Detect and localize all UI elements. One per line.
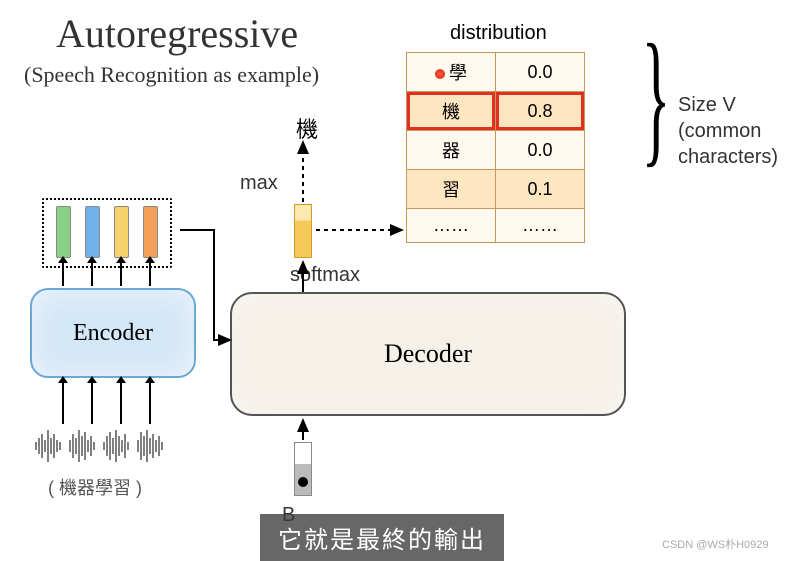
- encoder-to-bars-arrows: [62, 262, 151, 286]
- watermark-text: CSDN @WS朴H0929: [662, 536, 769, 552]
- table-cell-prob: 0.0: [496, 131, 585, 170]
- encoder-output-bar: [85, 206, 100, 258]
- encoder-output-bar: [114, 206, 129, 258]
- encoder-output-bar: [56, 206, 71, 258]
- table-row: 器0.0: [407, 131, 585, 170]
- table-row: 習0.1: [407, 170, 585, 209]
- brace-icon: }: [642, 22, 671, 172]
- table-cell-prob: 0.1: [496, 170, 585, 209]
- table-row: …………: [407, 209, 585, 243]
- audio-caption: ( 機器學習 ): [48, 474, 142, 500]
- waveform-icon: [34, 428, 64, 464]
- table-caption: distribution: [450, 22, 547, 45]
- subtitle-caption-bar: 它就是最終的輸出: [260, 514, 504, 561]
- decoder-label: Decoder: [384, 339, 472, 369]
- table-row: 機0.8: [407, 92, 585, 131]
- table-cell-prob: 0.8: [496, 92, 585, 131]
- audio-to-encoder-arrows: [62, 382, 151, 424]
- table-cell-char: 習: [407, 170, 496, 209]
- table-row: 學0.0: [407, 53, 585, 92]
- encoder-box: Encoder: [30, 288, 196, 378]
- distribution-table: 學0.0機0.8器0.0習0.1…………: [406, 52, 585, 243]
- table-cell-char: 機: [407, 92, 496, 131]
- waveform-icon: [136, 428, 166, 464]
- page-subtitle: (Speech Recognition as example): [24, 62, 319, 88]
- table-cell-char: ……: [407, 209, 496, 243]
- audio-input-row: [34, 428, 166, 464]
- waveform-icon: [102, 428, 132, 464]
- table-cell-prob: 0.0: [496, 53, 585, 92]
- bos-vector: [294, 442, 312, 496]
- sizev-label: Size V (common characters): [678, 92, 778, 170]
- max-label: max: [240, 172, 278, 195]
- softmax-vector: [294, 204, 312, 258]
- decoder-output-char: 機: [296, 112, 318, 144]
- waveform-icon: [68, 428, 98, 464]
- table-cell-char: 器: [407, 131, 496, 170]
- table-cell-char: 學: [407, 53, 496, 92]
- encoder-label: Encoder: [73, 320, 153, 347]
- page-title: Autoregressive: [56, 10, 298, 57]
- encoder-output-bar: [143, 206, 158, 258]
- cursor-dot-icon: [435, 69, 445, 79]
- table-cell-prob: ……: [496, 209, 585, 243]
- softmax-label: softmax: [290, 264, 360, 287]
- encoder-output-bars: [56, 206, 158, 258]
- decoder-box: Decoder: [230, 292, 626, 416]
